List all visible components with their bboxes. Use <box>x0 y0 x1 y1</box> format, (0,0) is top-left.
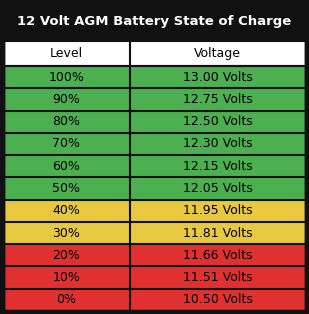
Bar <box>3 200 130 222</box>
Bar <box>130 267 306 289</box>
Text: 50%: 50% <box>53 182 80 195</box>
Bar <box>130 244 306 267</box>
Text: 11.95 Volts: 11.95 Volts <box>183 204 253 217</box>
Text: 13.00 Volts: 13.00 Volts <box>183 71 253 84</box>
Bar <box>3 289 130 311</box>
Text: 12.15 Volts: 12.15 Volts <box>183 160 253 173</box>
Text: 12.05 Volts: 12.05 Volts <box>183 182 253 195</box>
Bar <box>3 3 306 41</box>
Bar <box>3 267 130 289</box>
Bar <box>130 133 306 155</box>
Bar <box>130 41 306 66</box>
Text: 60%: 60% <box>53 160 80 173</box>
Text: Level: Level <box>50 47 83 60</box>
Text: 12.50 Volts: 12.50 Volts <box>183 115 253 128</box>
Text: 12.30 Volts: 12.30 Volts <box>183 138 253 150</box>
Bar <box>130 177 306 200</box>
Bar <box>3 155 130 177</box>
Text: 10%: 10% <box>53 271 80 284</box>
Bar <box>3 244 130 267</box>
Text: 10.50 Volts: 10.50 Volts <box>183 293 253 306</box>
Text: 90%: 90% <box>53 93 80 106</box>
Bar <box>130 88 306 111</box>
Bar <box>3 111 130 133</box>
Text: 0%: 0% <box>56 293 76 306</box>
Text: 11.51 Volts: 11.51 Volts <box>183 271 253 284</box>
Bar <box>130 66 306 88</box>
Bar <box>3 133 130 155</box>
Text: 12.75 Volts: 12.75 Volts <box>183 93 253 106</box>
Bar <box>3 222 130 244</box>
Text: 11.81 Volts: 11.81 Volts <box>183 226 253 240</box>
Bar <box>130 155 306 177</box>
Text: 70%: 70% <box>53 138 80 150</box>
Text: 20%: 20% <box>53 249 80 262</box>
Text: 11.66 Volts: 11.66 Volts <box>183 249 253 262</box>
Text: 100%: 100% <box>49 71 84 84</box>
Bar <box>130 200 306 222</box>
Text: 12 Volt AGM Battery State of Charge: 12 Volt AGM Battery State of Charge <box>17 15 292 29</box>
Bar <box>130 289 306 311</box>
Bar <box>3 177 130 200</box>
Bar <box>3 88 130 111</box>
Text: 30%: 30% <box>53 226 80 240</box>
Bar <box>130 111 306 133</box>
Bar <box>3 41 130 66</box>
Bar <box>130 222 306 244</box>
Text: 40%: 40% <box>53 204 80 217</box>
Text: Voltage: Voltage <box>194 47 241 60</box>
Bar <box>3 66 130 88</box>
Text: 80%: 80% <box>53 115 80 128</box>
